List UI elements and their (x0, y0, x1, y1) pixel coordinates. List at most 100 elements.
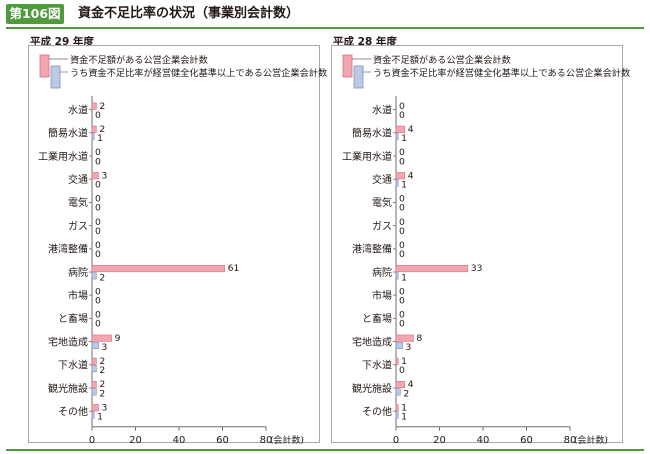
data-label-main: 0 (95, 194, 101, 205)
x-axis-unit-label: (会計数) (270, 434, 304, 446)
data-label-main: 0 (399, 286, 405, 297)
data-label-sub: 0 (95, 110, 101, 121)
chart-panel-h29 (28, 45, 320, 443)
data-label-sub: 0 (399, 110, 405, 121)
bar-sub (395, 341, 403, 350)
data-label-main: 3 (102, 170, 108, 181)
header-divider (6, 27, 644, 29)
legend-label-sub: うち資金不足比率が経営健全化基準以上である公営企業会計数 (70, 67, 327, 79)
x-tick-label: 20 (433, 435, 446, 446)
category-label: ガス (372, 220, 392, 232)
data-label-sub: 0 (399, 319, 405, 330)
data-label-sub: 0 (399, 226, 405, 237)
data-label-main: 3 (102, 402, 108, 413)
bar-sub (395, 133, 399, 141)
figure-header: 第106図 資金不足比率の状況（事業別会計数） (0, 0, 650, 29)
data-label-main: 0 (399, 147, 405, 158)
bar-main (395, 334, 414, 342)
bar-main (91, 264, 225, 273)
bar-main (395, 380, 405, 389)
category-label: と畜場 (58, 312, 88, 325)
data-label-sub: 1 (401, 412, 407, 423)
x-tick-label: 60 (520, 435, 533, 446)
category-label: 市場 (68, 289, 88, 302)
data-label-sub: 2 (99, 272, 105, 283)
category-label: 港湾整備 (48, 243, 88, 256)
legend-swatch-main (39, 54, 50, 78)
bar-main (91, 172, 99, 180)
category-label: 交通 (68, 173, 88, 186)
legend-swatch-main (342, 54, 353, 78)
x-axis-unit-label: (会計数) (574, 434, 608, 446)
category-label: 病院 (68, 266, 88, 279)
data-label-sub: 0 (399, 203, 405, 214)
data-label-main: 0 (399, 310, 405, 321)
category-label: 下水道 (58, 359, 88, 372)
data-label-sub: 2 (403, 388, 409, 399)
category-label: 電気 (372, 196, 392, 209)
data-label-sub: 1 (401, 180, 407, 191)
bar-main (395, 357, 399, 365)
data-label-sub: 3 (406, 342, 412, 353)
figure-title: 資金不足比率の状況（事業別会計数） (78, 6, 300, 21)
data-label-main: 0 (399, 240, 405, 251)
category-label: 市場 (372, 289, 392, 302)
bar-main (91, 125, 97, 133)
data-label-sub: 2 (99, 365, 105, 376)
data-label-main: 0 (399, 194, 405, 205)
data-label-main: 8 (416, 333, 422, 344)
category-label: 工業用水道 (342, 150, 392, 163)
bar-sub (91, 411, 95, 419)
data-label-sub: 0 (95, 226, 101, 237)
bar-main (395, 264, 469, 273)
category-label: 観光施設 (48, 382, 88, 395)
category-label: と畜場 (362, 312, 392, 325)
data-label-sub: 3 (102, 342, 108, 353)
x-tick-label: 0 (393, 435, 399, 446)
category-label: ガス (68, 220, 88, 232)
data-label-main: 4 (408, 124, 414, 135)
data-label-main: 2 (99, 356, 105, 367)
bar-main (395, 172, 405, 180)
bar-sub (395, 272, 399, 280)
data-label-main: 2 (99, 124, 105, 135)
bar-main (395, 125, 405, 133)
bar-sub (91, 272, 97, 280)
data-label-main: 33 (471, 263, 483, 274)
data-label-main: 0 (95, 240, 101, 251)
data-label-main: 0 (95, 147, 101, 158)
data-label-sub: 0 (95, 319, 101, 330)
data-label-main: 2 (99, 101, 105, 112)
x-tick-label: 20 (129, 435, 142, 446)
chart-panel-h28 (331, 45, 623, 443)
data-label-main: 0 (95, 310, 101, 321)
data-label-main: 4 (408, 379, 414, 390)
bar-sub (91, 341, 99, 350)
category-label: 港湾整備 (352, 243, 392, 256)
figure-number-badge: 第106図 (6, 4, 64, 24)
category-label: 工業用水道 (38, 150, 88, 163)
category-label: 観光施設 (352, 382, 392, 395)
bar-sub (395, 388, 401, 396)
category-label: 病院 (372, 266, 392, 279)
category-label: 宅地造成 (352, 335, 392, 348)
data-label-main: 0 (95, 286, 101, 297)
legend-swatch-sub (50, 65, 61, 89)
category-label: その他 (58, 405, 88, 418)
category-label: 簡易水道 (352, 127, 392, 140)
data-label-sub: 0 (399, 249, 405, 260)
data-label-main: 4 (408, 170, 414, 181)
data-label-sub: 1 (401, 272, 407, 283)
category-label: 下水道 (362, 359, 392, 372)
data-label-main: 0 (95, 217, 101, 228)
x-tick-label: 0 (89, 435, 95, 446)
bottom-divider (6, 449, 644, 451)
x-tick-label: 80 (260, 435, 273, 446)
data-label-main: 1 (401, 402, 407, 413)
bar-sub (91, 133, 95, 141)
x-tick-label: 40 (477, 435, 490, 446)
bar-sub (395, 179, 399, 187)
bar-sub (91, 388, 97, 396)
data-label-sub: 0 (95, 203, 101, 214)
data-label-sub: 1 (97, 412, 103, 423)
